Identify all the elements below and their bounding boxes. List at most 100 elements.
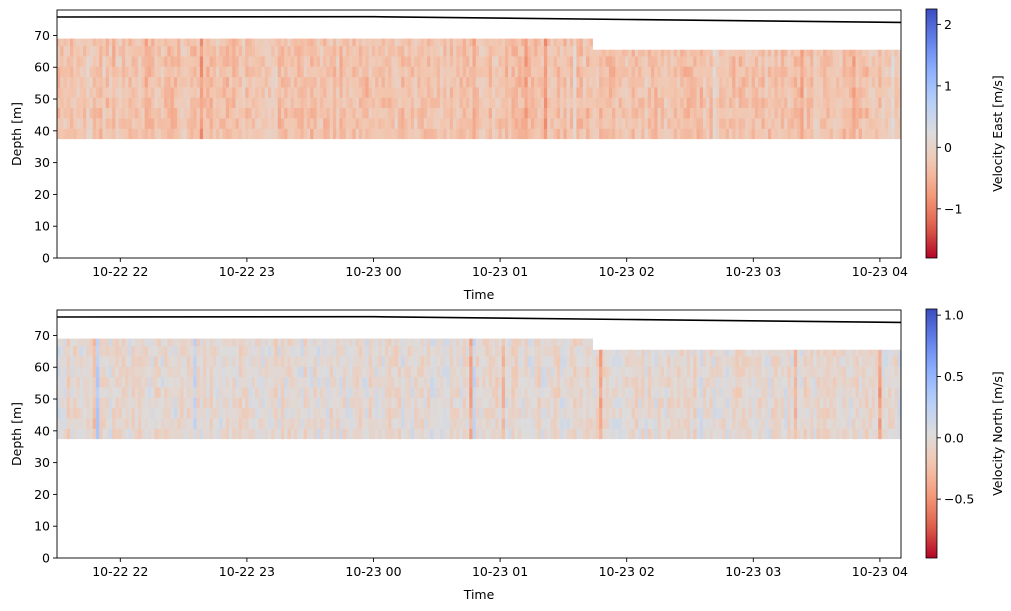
heatmap-cell [138, 76, 142, 88]
heatmap-cell [368, 418, 373, 429]
heatmap-cell [842, 376, 847, 388]
heatmap-cell [118, 428, 123, 440]
heatmap-cell [686, 87, 691, 98]
heatmap-cell [151, 356, 155, 367]
heatmap-cell [345, 338, 350, 347]
heatmap-cell [326, 118, 331, 129]
heatmap-cell [608, 349, 613, 357]
heatmap-cell [131, 56, 136, 67]
heatmap-cell [780, 418, 785, 429]
heatmap-cell [115, 345, 120, 357]
heatmap-cell [420, 87, 425, 98]
heatmap-cell [556, 87, 561, 98]
heatmap-cell [738, 87, 743, 98]
heatmap-cell [170, 407, 175, 419]
heatmap-cell [592, 366, 597, 378]
heatmap-cell [82, 87, 87, 98]
heatmap-cell [404, 87, 408, 98]
heatmap-cell [128, 428, 133, 440]
heatmap-cell [790, 76, 795, 88]
heatmap-cell [391, 338, 395, 347]
heatmap-cell [767, 76, 772, 88]
heatmap-cell [767, 376, 772, 388]
heatmap-cell [345, 66, 350, 78]
heatmap-cell [819, 356, 824, 367]
heatmap-cell [524, 38, 529, 47]
heatmap-cell [255, 345, 259, 357]
heatmap-cell [589, 345, 593, 357]
heatmap-cell [842, 366, 847, 378]
heatmap-cell [612, 49, 616, 57]
heatmap-cell [761, 428, 766, 440]
heatmap-cell [375, 56, 379, 67]
heatmap-cell [284, 366, 288, 378]
heatmap-cell [602, 407, 606, 419]
heatmap-cell [138, 387, 142, 398]
heatmap-cell [586, 118, 590, 129]
heatmap-cell [141, 128, 145, 140]
heatmap-cell [329, 97, 334, 109]
heatmap-cell [280, 118, 285, 129]
heatmap-cell [436, 376, 441, 388]
heatmap-cell [647, 356, 652, 367]
heatmap-cell [316, 376, 321, 388]
heatmap-cell [414, 428, 418, 440]
heatmap-cell [443, 128, 447, 140]
heatmap-cell [832, 66, 837, 78]
heatmap-cell [112, 56, 116, 67]
heatmap-cell [732, 428, 736, 440]
heatmap-cell [599, 97, 603, 109]
heatmap-cell [89, 56, 94, 67]
heatmap-cell [780, 118, 785, 129]
heatmap-cell [832, 376, 837, 388]
heatmap-cell [290, 56, 295, 67]
heatmap-cell [534, 118, 538, 129]
heatmap-cell [128, 76, 133, 88]
heatmap-cell [212, 128, 217, 140]
heatmap-cell [310, 356, 314, 367]
heatmap-cell [352, 356, 356, 367]
heatmap-cell [563, 38, 567, 47]
heatmap-cell [216, 66, 220, 78]
heatmap-cell [495, 387, 499, 398]
heatmap-cell [702, 107, 707, 119]
heatmap-cell [592, 376, 597, 388]
heatmap-cell [491, 407, 496, 419]
heatmap-cell [514, 66, 519, 78]
heatmap-cell [511, 407, 516, 419]
heatmap-cell [151, 397, 155, 409]
heatmap-cell [657, 118, 662, 129]
heatmap-cell [631, 56, 636, 67]
heatmap-cell [501, 45, 506, 57]
heatmap-cell [534, 428, 538, 440]
heatmap-cell [803, 118, 808, 129]
heatmap-cell [777, 387, 782, 398]
heatmap-cell [878, 97, 882, 109]
heatmap-cell [540, 87, 545, 98]
heatmap-cell [738, 76, 743, 88]
heatmap-cell [170, 428, 175, 440]
heatmap-cell [128, 356, 133, 367]
heatmap-cell [868, 356, 873, 367]
heatmap-cell [313, 376, 318, 388]
heatmap-cell [154, 407, 158, 419]
heatmap-cell [199, 356, 204, 367]
heatmap-cell [329, 407, 334, 419]
heatmap-cell [349, 87, 353, 98]
heatmap-cell [365, 397, 369, 409]
heatmap-cell [339, 387, 344, 398]
heatmap-cell [790, 87, 795, 98]
heatmap-cell [881, 87, 886, 98]
heatmap-cell [112, 87, 116, 98]
heatmap-cell [212, 407, 217, 419]
heatmap-cell [138, 428, 142, 440]
heatmap-cell [407, 376, 412, 388]
heatmap-cell [524, 387, 529, 398]
heatmap-cell [699, 97, 704, 109]
heatmap-cell [297, 397, 301, 409]
heatmap-cell [813, 387, 817, 398]
heatmap-cell [271, 118, 275, 129]
heatmap-cell [63, 376, 68, 388]
heatmap-cell [858, 349, 863, 357]
heatmap-cell [423, 338, 428, 347]
